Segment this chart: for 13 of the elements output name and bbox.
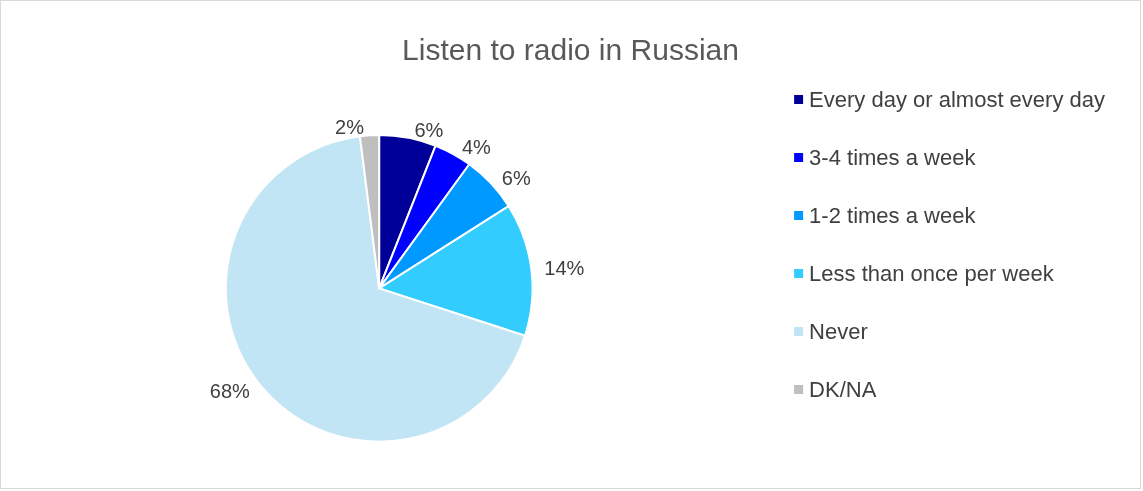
data-label: 68% <box>209 380 250 403</box>
legend-label: Less than once per week <box>809 261 1055 286</box>
legend-label: 3-4 times a week <box>809 145 977 170</box>
legend-label: DK/NA <box>809 377 877 402</box>
chart-title: Listen to radio in Russian <box>402 32 739 66</box>
legend-label: Every day or almost every day <box>809 87 1106 112</box>
data-label: 6% <box>414 118 444 141</box>
data-label: 2% <box>335 116 365 139</box>
legend-label: Never <box>809 319 868 344</box>
data-label: 4% <box>461 135 492 158</box>
data-label: 14% <box>544 257 585 280</box>
data-label: 6% <box>501 166 531 189</box>
legend-label: 1-2 times a week <box>809 203 977 228</box>
